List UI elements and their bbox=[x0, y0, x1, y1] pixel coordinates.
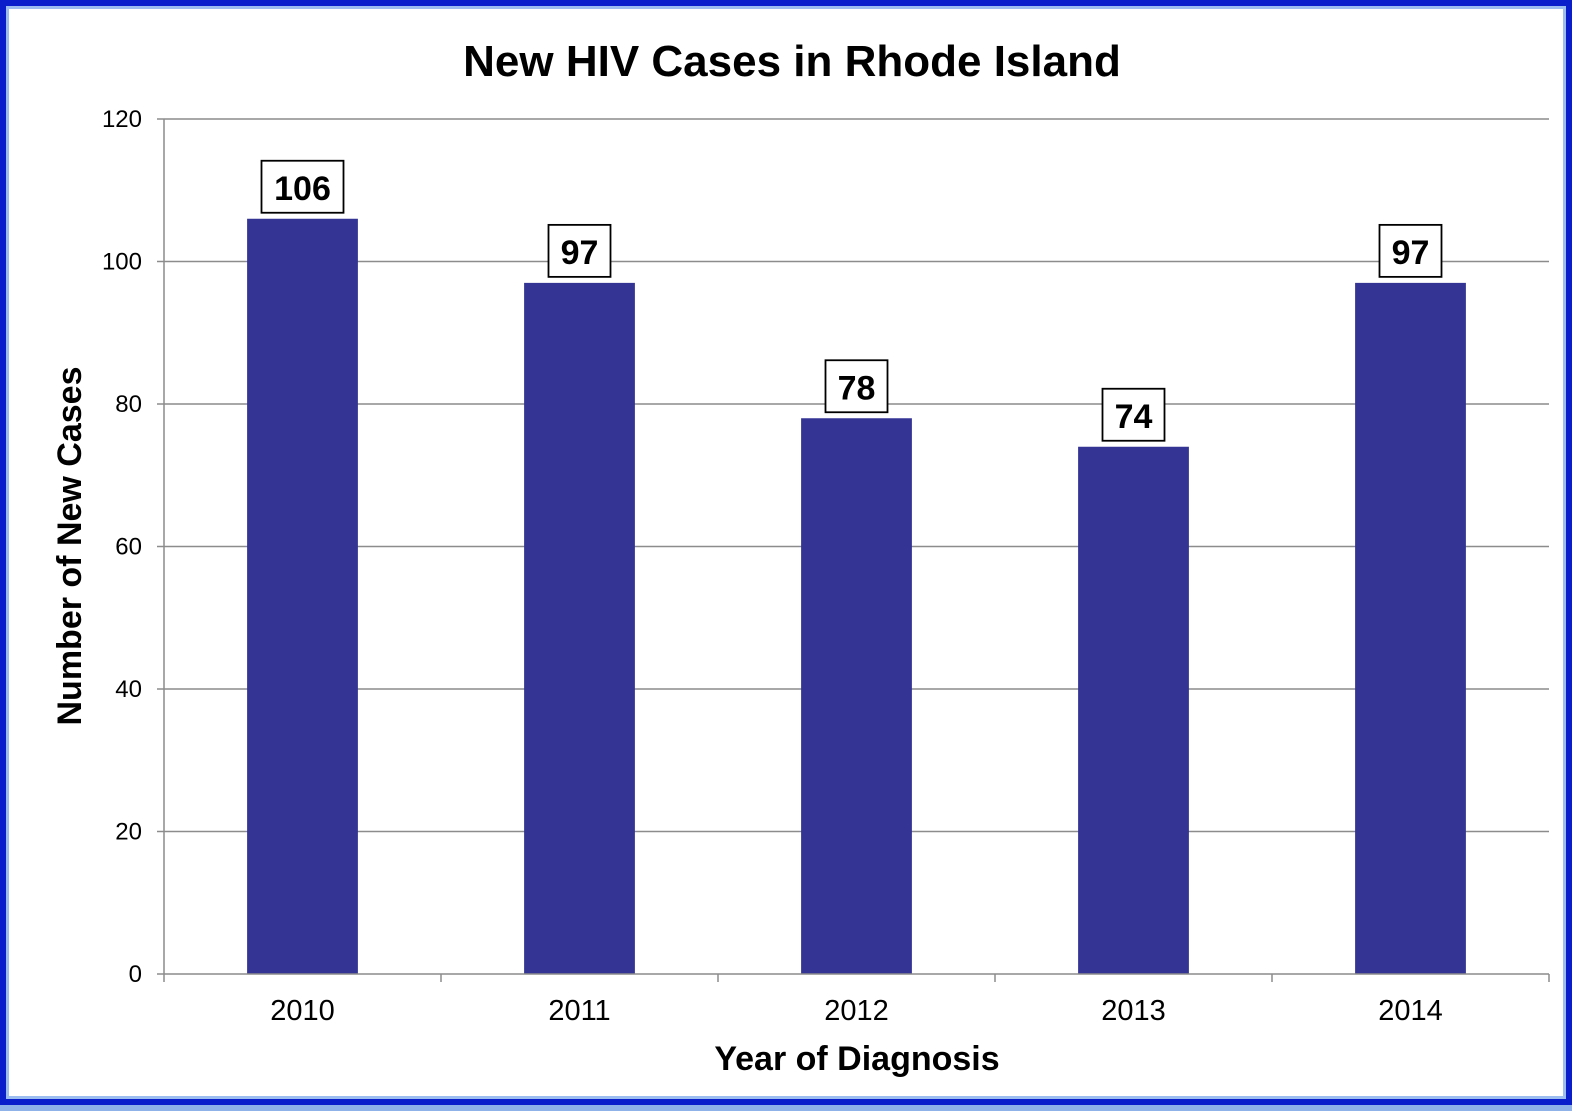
y-tick-label: 40 bbox=[115, 676, 142, 703]
x-tick-label: 2012 bbox=[824, 995, 889, 1027]
y-tick-label: 100 bbox=[102, 249, 142, 276]
bar-2011 bbox=[524, 282, 635, 974]
data-labels: 106 97 78 74 97 bbox=[260, 159, 1443, 442]
bar-2014 bbox=[1355, 282, 1466, 974]
data-label: 97 bbox=[561, 234, 599, 272]
x-tick-label: 2013 bbox=[1101, 995, 1166, 1027]
data-label: 74 bbox=[1115, 398, 1153, 436]
x-axis-title: Year of Diagnosis bbox=[714, 1040, 999, 1078]
y-tick-label: 0 bbox=[129, 961, 142, 988]
data-label-box bbox=[260, 159, 345, 214]
bars bbox=[247, 218, 1466, 974]
y-tick-label: 60 bbox=[115, 534, 142, 561]
bar-2013 bbox=[1078, 446, 1189, 974]
x-tick-label: 2014 bbox=[1378, 995, 1443, 1027]
x-tick-label: 2010 bbox=[270, 995, 335, 1027]
data-label: 78 bbox=[838, 369, 876, 407]
bar-2010 bbox=[247, 218, 358, 974]
y-axis-title: Number of New Cases bbox=[51, 367, 89, 726]
y-tick-label: 80 bbox=[115, 391, 142, 418]
y-tick-label: 20 bbox=[115, 819, 142, 846]
data-label-box bbox=[824, 359, 889, 414]
chart-title: New HIV Cases in Rhode Island bbox=[463, 37, 1121, 86]
data-label: 106 bbox=[274, 170, 331, 208]
data-label: 97 bbox=[1392, 234, 1430, 272]
x-tick-label: 2011 bbox=[548, 995, 610, 1027]
bar-chart: New HIV Cases in Rhode Island 0 20 40 60 80 1… bbox=[51, 37, 1550, 1078]
axes: 0 20 40 60 80 100 120 2010 2011 2012 2013 2014 bbox=[102, 106, 1550, 1027]
y-tick-label: 120 bbox=[102, 106, 142, 133]
bar-2012 bbox=[801, 418, 912, 974]
data-label-box bbox=[1101, 387, 1166, 442]
data-label-box bbox=[547, 223, 612, 278]
data-label-box bbox=[1378, 223, 1443, 278]
